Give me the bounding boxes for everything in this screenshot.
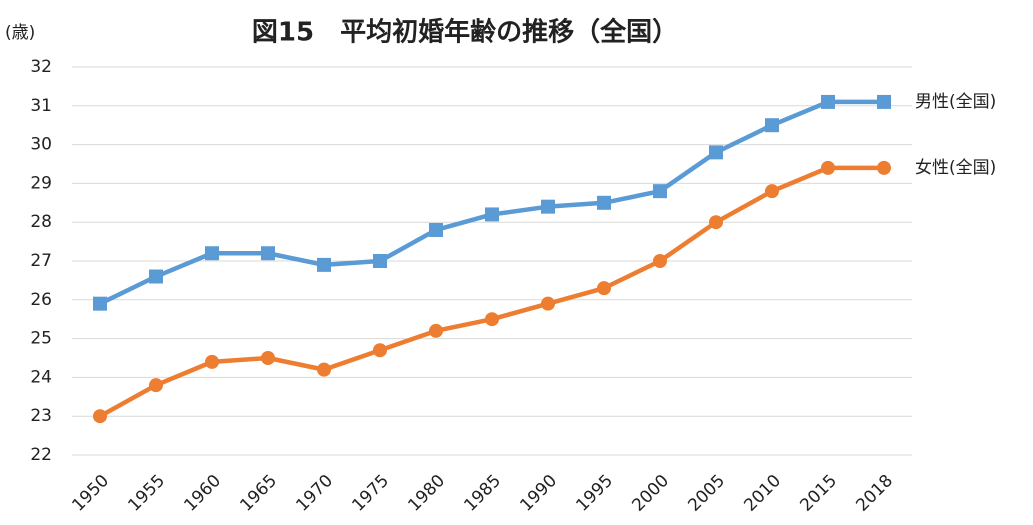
y-tick-label: 23 (30, 406, 52, 426)
y-tick-label: 29 (30, 173, 52, 193)
marker (149, 269, 163, 284)
y-axis-label: (歳) (5, 23, 35, 43)
marker (709, 215, 723, 230)
marker (373, 254, 387, 268)
marker (205, 246, 219, 261)
marker (261, 351, 275, 365)
marker (541, 199, 555, 214)
x-tick-label: 1970 (292, 471, 337, 516)
chart-title: 図15 平均初婚年齢の推移（全国） (252, 17, 678, 48)
y-tick-label: 30 (30, 135, 52, 155)
y-tick-label: 24 (30, 367, 52, 387)
y-tick-label: 25 (30, 329, 52, 349)
x-tick-label: 2000 (628, 471, 673, 516)
y-tick-label: 26 (30, 290, 52, 310)
series-label: 女性(全国) (915, 158, 996, 178)
marker (653, 184, 667, 199)
y-tick-label: 32 (30, 57, 52, 77)
x-tick-label: 1990 (516, 471, 561, 516)
x-tick-label: 2010 (740, 471, 785, 516)
series-label: 男性(全国) (915, 92, 996, 112)
x-tick-label: 1965 (236, 471, 281, 516)
x-tick-label: 1950 (68, 471, 113, 516)
marker (541, 296, 555, 311)
marker (317, 362, 331, 377)
marker (205, 354, 219, 369)
marker (653, 254, 667, 268)
marker (485, 312, 499, 327)
x-tick-label: 2018 (852, 471, 897, 516)
y-tick-label: 31 (30, 96, 52, 116)
marker (821, 160, 835, 175)
x-tick-label: 1955 (124, 471, 169, 516)
marker (485, 207, 499, 222)
x-tick-label: 1985 (460, 471, 505, 516)
marker (149, 378, 163, 393)
marker (821, 94, 835, 109)
marker (877, 94, 891, 109)
x-tick-label: 1960 (180, 471, 225, 516)
marker (765, 184, 779, 199)
series-line (98, 165, 884, 419)
y-tick-label: 22 (30, 445, 52, 465)
x-tick-label: 2005 (684, 471, 729, 516)
y-tick-label: 27 (30, 251, 52, 271)
marker (93, 409, 107, 424)
marker (429, 222, 443, 237)
marker (93, 296, 107, 311)
x-tick-label: 1975 (348, 471, 393, 516)
marker (317, 257, 331, 272)
marker (597, 281, 611, 296)
x-tick-label: 1995 (572, 471, 617, 516)
marker (765, 118, 779, 133)
y-tick-label: 28 (30, 212, 52, 232)
marker (597, 195, 611, 210)
marker (429, 323, 443, 338)
marker (877, 160, 891, 175)
x-tick-label: 1980 (404, 471, 449, 516)
marker (709, 145, 723, 160)
x-tick-label: 2015 (796, 471, 841, 516)
marker (373, 343, 387, 358)
marker (261, 246, 275, 261)
